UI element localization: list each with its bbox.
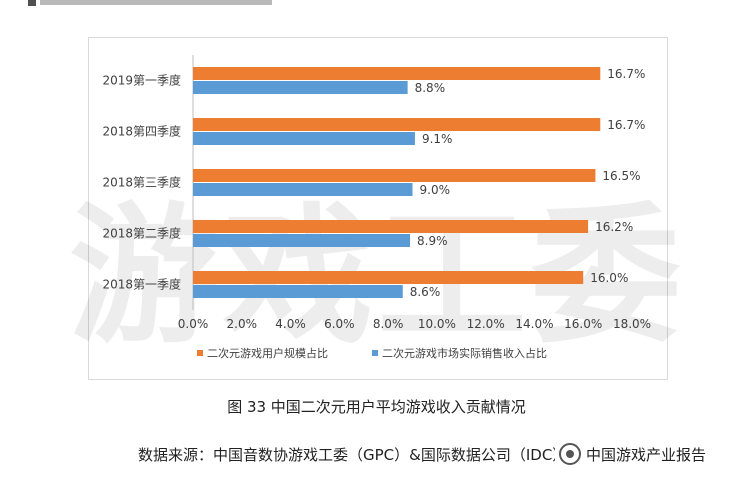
data-source: 数据来源：中国音数协游戏工委（GPC）&国际数据公司（IDC） [138, 446, 568, 464]
x-tick-label: 18.0% [613, 317, 651, 331]
x-tick-label: 10.0% [418, 317, 456, 331]
category-label: 2018第一季度 [102, 277, 181, 292]
data-label: 16.7% [607, 118, 645, 132]
data-label: 8.6% [410, 285, 441, 299]
account-badge: 中国游戏产业报告 [555, 443, 713, 467]
bar-revenue-share [193, 183, 413, 196]
data-label: 16.7% [607, 67, 645, 81]
bar-revenue-share [193, 81, 408, 94]
legend-label: 二次元游戏市场实际销售收入占比 [382, 346, 547, 360]
account-name: 中国游戏产业报告 [586, 445, 707, 464]
account-logo-icon [559, 443, 581, 465]
bar-user-share [193, 271, 584, 284]
category-label: 2018第二季度 [102, 226, 181, 241]
data-label: 9.1% [422, 132, 453, 146]
bar-user-share [193, 220, 589, 233]
cropped-header-fragment [0, 0, 753, 8]
legend-swatch-user-share [197, 350, 203, 356]
x-tick-label: 4.0% [275, 317, 306, 331]
data-label: 16.0% [590, 271, 628, 285]
chart-frame [88, 37, 668, 380]
bar-user-share [193, 169, 596, 182]
category-label: 2018第三季度 [102, 175, 181, 190]
cropped-text-bar [40, 0, 272, 5]
bar-user-share [193, 67, 601, 80]
data-label: 8.8% [415, 81, 446, 95]
category-label: 2019第一季度 [102, 73, 181, 88]
legend-label: 二次元游戏用户规模占比 [207, 346, 328, 360]
bar-revenue-share [193, 132, 415, 145]
x-tick-label: 16.0% [564, 317, 602, 331]
x-tick-label: 0.0% [178, 317, 209, 331]
figure-caption: 图 33 中国二次元用户平均游戏收入贡献情况 [227, 398, 526, 416]
x-tick-label: 12.0% [467, 317, 505, 331]
category-label: 2018第四季度 [102, 124, 181, 139]
x-tick-label: 8.0% [373, 317, 404, 331]
legend-swatch-revenue-share [372, 350, 378, 356]
data-label: 16.2% [595, 220, 633, 234]
x-tick-label: 6.0% [324, 317, 355, 331]
data-label: 8.9% [417, 234, 448, 248]
bar-revenue-share [193, 285, 403, 298]
bar-user-share [193, 118, 601, 131]
x-tick-label: 14.0% [515, 317, 553, 331]
x-tick-label: 2.0% [227, 317, 258, 331]
data-label: 16.5% [602, 169, 640, 183]
cropped-text-mark [28, 0, 36, 6]
bar-revenue-share [193, 234, 411, 247]
data-label: 9.0% [420, 183, 451, 197]
